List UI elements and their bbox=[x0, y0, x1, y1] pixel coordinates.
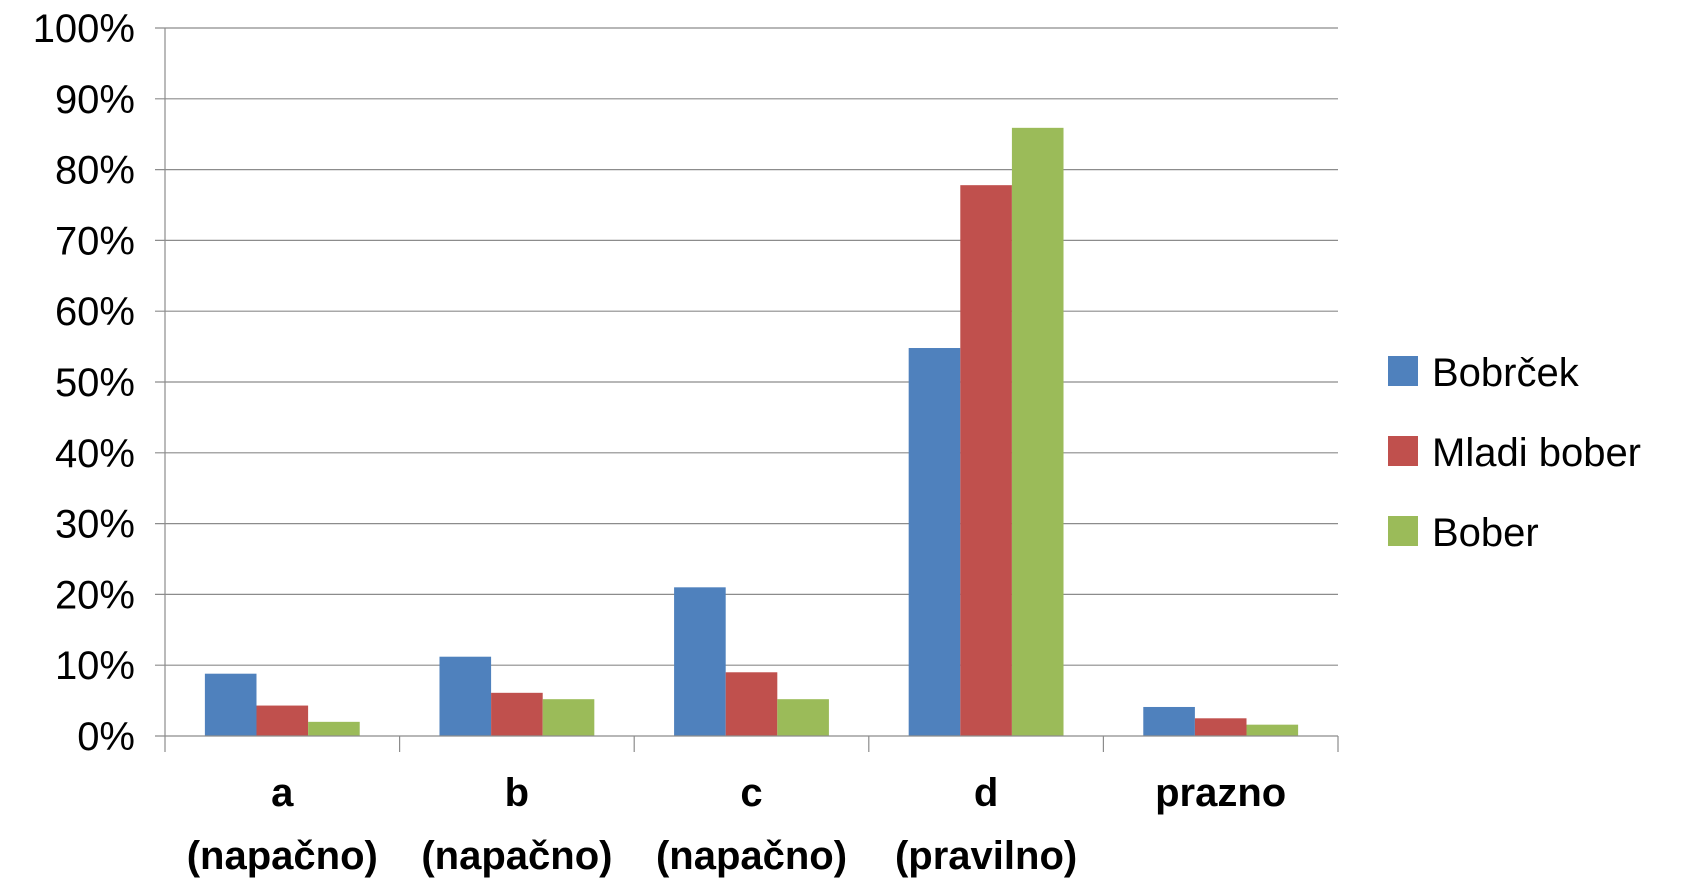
bar-mladi-bober-3 bbox=[960, 185, 1012, 736]
y-tick-label: 10% bbox=[55, 644, 135, 688]
bar-bober-0 bbox=[308, 721, 360, 736]
x-tick-label: (napačno) bbox=[421, 834, 612, 878]
bar-mladi-bober-1 bbox=[491, 692, 543, 736]
bars bbox=[204, 127, 1299, 736]
x-tick-label: d bbox=[974, 771, 998, 815]
y-tick-label: 100% bbox=[33, 7, 135, 51]
legend-label: Mladi bober bbox=[1432, 431, 1641, 475]
x-axis-ticks: a (napačno) b (napačno) c (napačno) d (pravilno… bbox=[187, 771, 1287, 878]
bar-bober-1 bbox=[542, 699, 595, 736]
bar-bobrček-2 bbox=[674, 587, 726, 736]
legend-swatch bbox=[1388, 516, 1418, 546]
x-tick-label: (pravilno) bbox=[895, 834, 1077, 878]
x-tick-label: (napačno) bbox=[187, 834, 378, 878]
x-tick-label: prazno bbox=[1155, 771, 1286, 815]
legend-swatch bbox=[1388, 356, 1418, 386]
bar-bobrček-0 bbox=[204, 673, 257, 736]
bar-bobrček-3 bbox=[908, 348, 961, 736]
y-tick-label: 50% bbox=[55, 361, 135, 405]
legend-label: Bobrček bbox=[1432, 351, 1580, 395]
bar-mladi-bober-4 bbox=[1194, 718, 1247, 736]
y-tick-label: 20% bbox=[55, 573, 135, 617]
x-tick-label: a bbox=[271, 771, 294, 815]
bar-mladi-bober-2 bbox=[725, 672, 778, 736]
x-tick-label: c bbox=[740, 771, 762, 815]
legend-swatch bbox=[1388, 436, 1418, 466]
y-tick-label: 70% bbox=[55, 219, 135, 263]
legend: Bobrček Mladi bober Bober bbox=[1388, 351, 1641, 555]
x-tick-label: b bbox=[505, 771, 529, 815]
y-tick-label: 0% bbox=[77, 715, 135, 759]
bar-bober-4 bbox=[1246, 724, 1299, 736]
y-tick-label: 40% bbox=[55, 432, 135, 476]
x-tick-label: (napačno) bbox=[656, 834, 847, 878]
gridlines bbox=[155, 27, 1338, 666]
legend-label: Bober bbox=[1432, 511, 1539, 555]
bar-bober-3 bbox=[1011, 127, 1064, 736]
y-tick-label: 60% bbox=[55, 290, 135, 334]
bar-mladi-bober-0 bbox=[256, 705, 309, 736]
bar-bobrček-1 bbox=[439, 656, 492, 736]
y-tick-label: 30% bbox=[55, 503, 135, 547]
axes bbox=[155, 28, 1339, 752]
y-tick-label: 90% bbox=[55, 78, 135, 122]
y-axis-ticks: 0% 10% 20% 30% 40% 50% 60% 70% 80% 90% 100% bbox=[33, 7, 135, 759]
y-tick-label: 80% bbox=[55, 149, 135, 193]
bar-bober-2 bbox=[777, 699, 829, 736]
bar-bobrček-4 bbox=[1143, 706, 1195, 736]
